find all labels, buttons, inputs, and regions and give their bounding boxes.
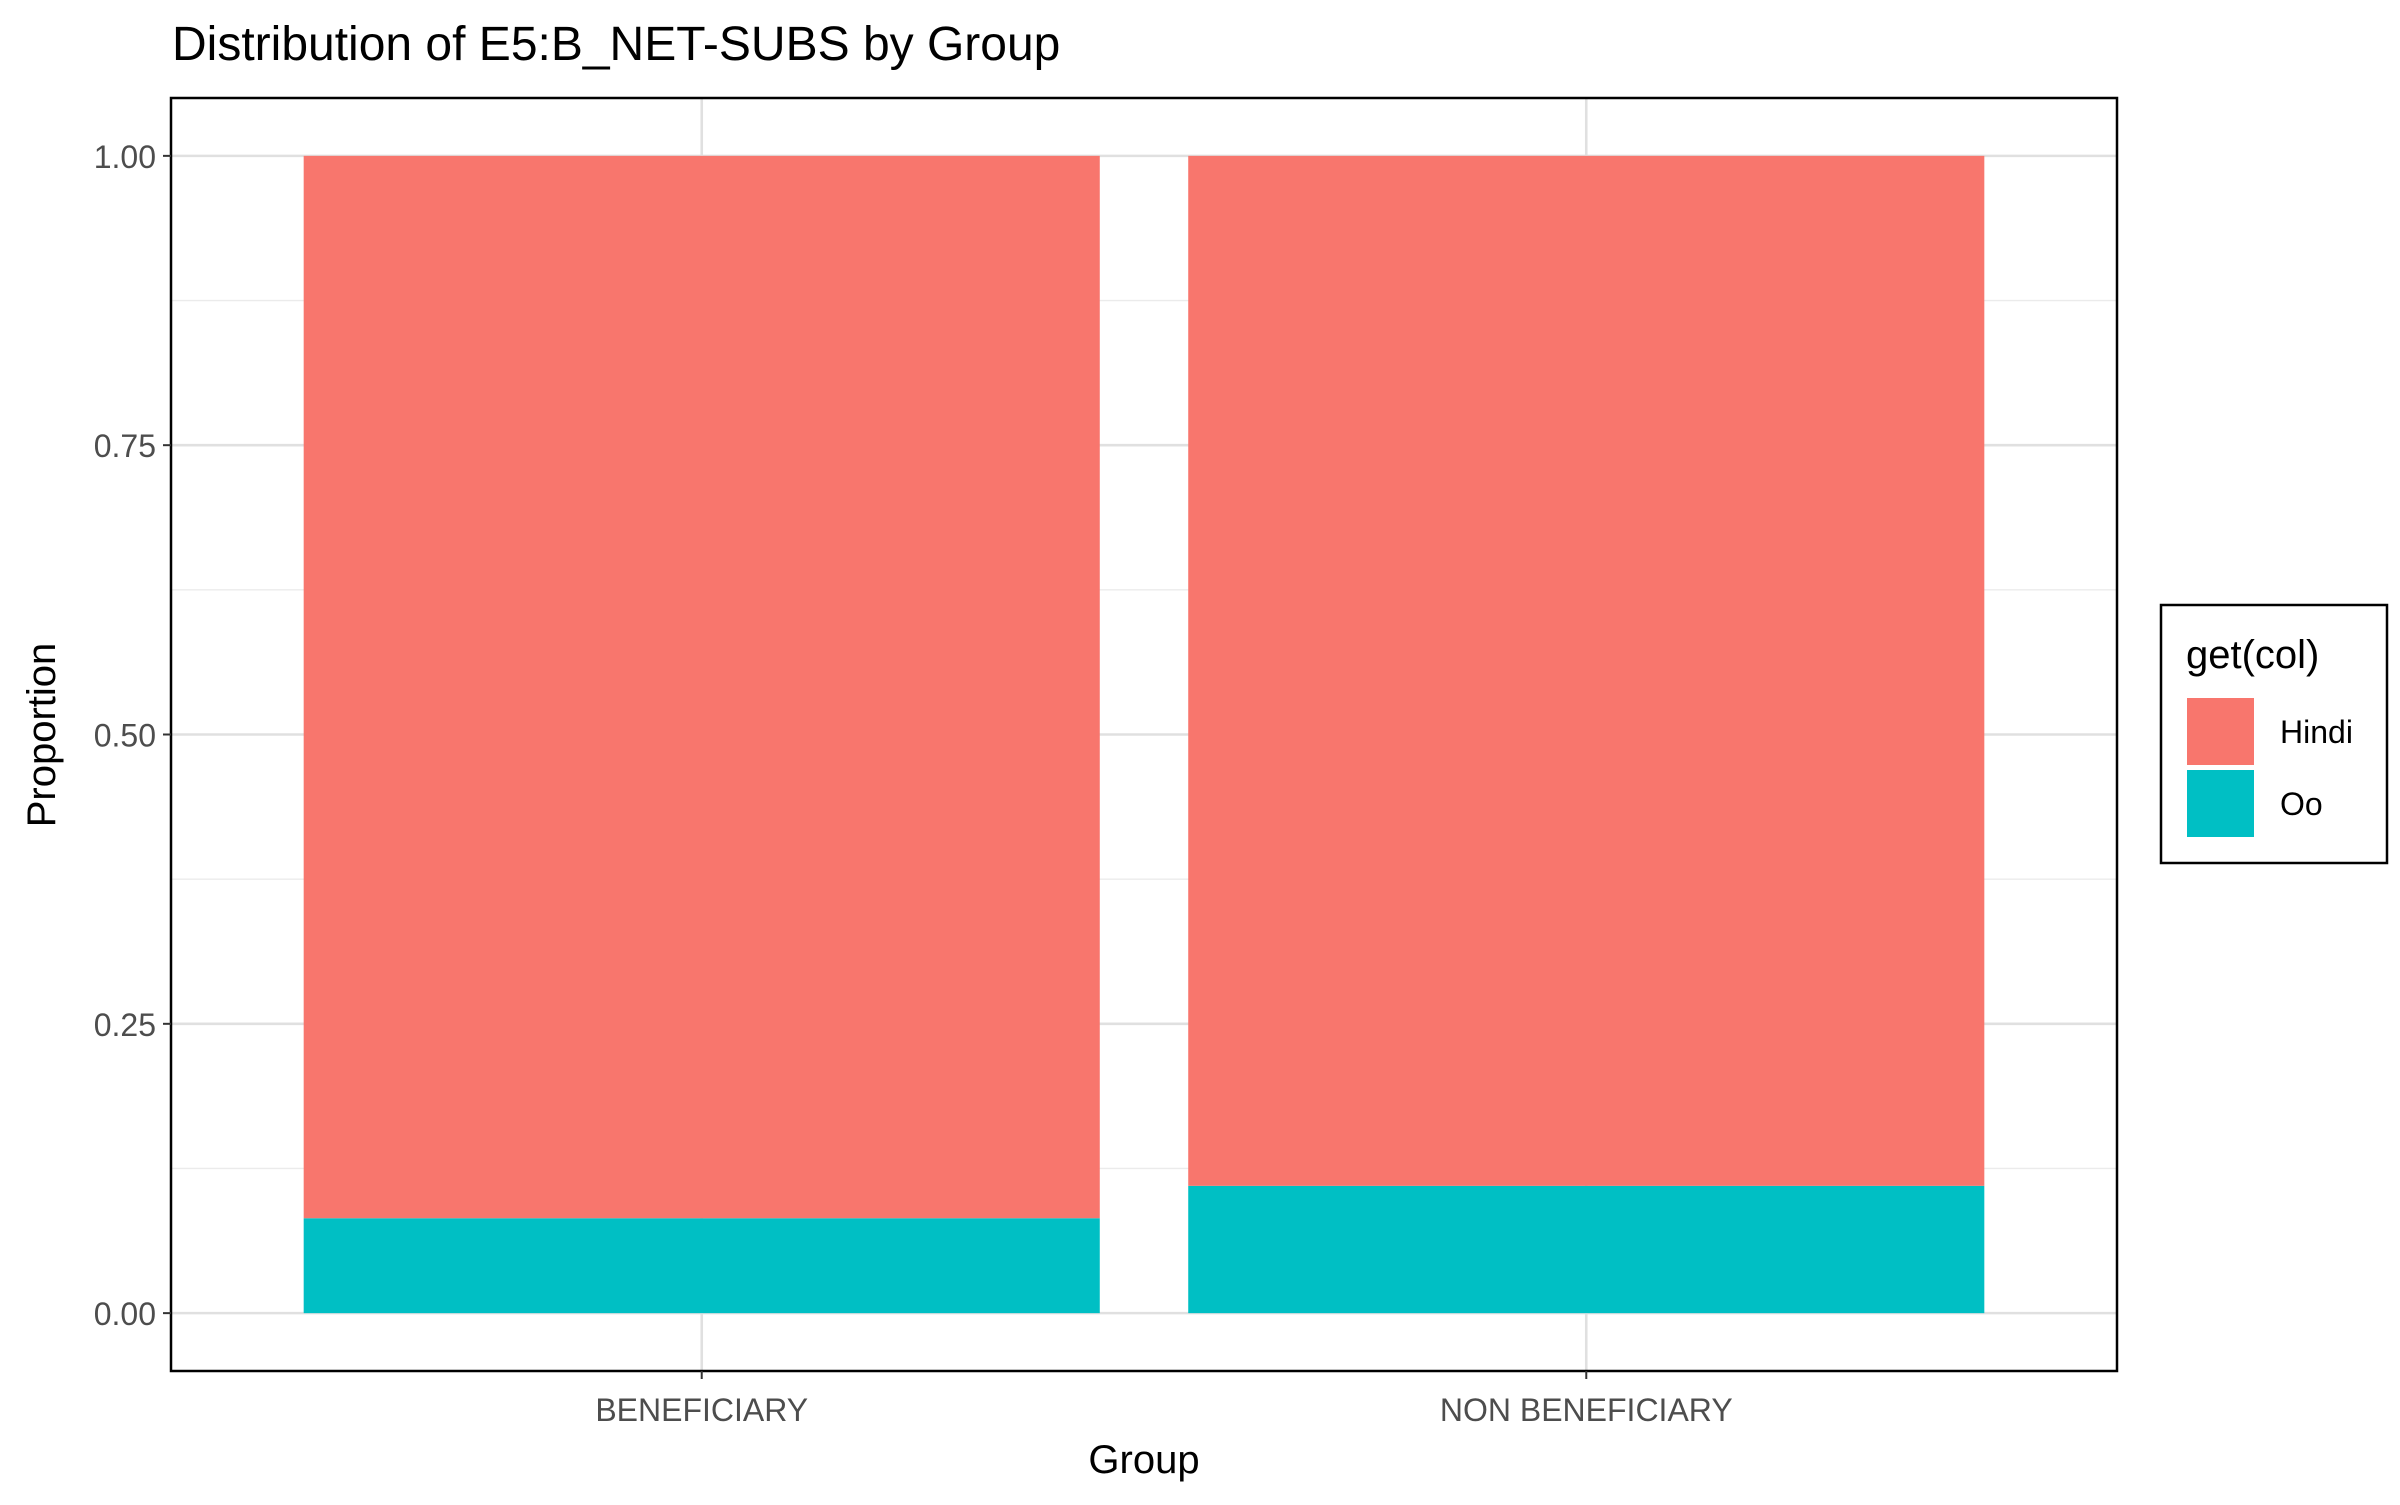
legend-key [2187, 770, 2254, 837]
y-tick-label: 0.50 [94, 718, 156, 754]
x-tick-label: NON BENEFICIARY [1440, 1392, 1733, 1428]
x-tick-label: BENEFICIARY [595, 1392, 808, 1428]
legend-key [2187, 698, 2254, 765]
bar-segment [303, 155, 1100, 1219]
y-axis-label: Proportion [20, 643, 64, 828]
x-axis-label: Group [1088, 1438, 1199, 1482]
y-tick-label: 0.00 [94, 1296, 156, 1332]
legend-item-label: Oo [2280, 786, 2323, 822]
legend-item-label: Hindi [2280, 714, 2353, 750]
legend-title: get(col) [2186, 633, 2319, 677]
chart-title: Distribution of E5:B_NET-SUBS by Group [172, 18, 1060, 71]
y-tick-label: 0.75 [94, 428, 156, 464]
bar-segment [303, 1218, 1100, 1314]
legend: get(col) Hindi Oo [2159, 603, 2389, 865]
bar-segment [1188, 155, 1985, 1186]
y-tick-label: 0.25 [94, 1007, 156, 1043]
legend-items: Hindi Oo [2187, 698, 2353, 837]
bars-layer [303, 155, 1985, 1314]
x-axis: BENEFICIARY NON BENEFICIARY [595, 1371, 1733, 1428]
bar-segment [1188, 1185, 1985, 1314]
y-axis: 0.00 0.25 0.50 0.75 1.00 [94, 139, 171, 1332]
y-tick-label: 1.00 [94, 139, 156, 175]
